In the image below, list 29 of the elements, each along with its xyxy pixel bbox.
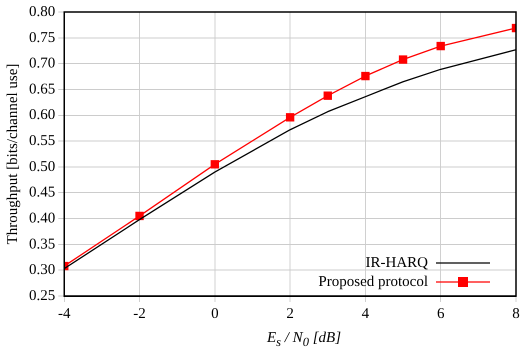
y-tick-label: 0.65 [29, 81, 56, 98]
y-tick-label: 0.40 [29, 210, 56, 226]
y-tick-label: 0.25 [29, 288, 56, 304]
y-tick-label: 0.50 [29, 158, 56, 175]
y-axis-title: Throughput [bits/channel use] [4, 64, 21, 244]
point [398, 55, 408, 64]
legend-label: Proposed protocol [318, 274, 428, 290]
x-tick-label: 4 [362, 306, 370, 322]
x-axis-title: E$_{s}$ / N$_{0}$ [dB] [266, 330, 342, 350]
y-tick-label: 0.30 [29, 262, 56, 278]
y-tick-label: 0.70 [29, 56, 56, 72]
x-tick-label: -2 [133, 306, 146, 322]
legend-label: IR-HARQ [366, 254, 428, 271]
point [436, 42, 445, 50]
x-tick-label: 2 [286, 306, 294, 322]
point [210, 160, 220, 169]
y-tick-label: 0.80 [29, 4, 56, 20]
y-tick-label: 0.35 [29, 236, 56, 252]
y-tick-label: 0.60 [29, 107, 56, 124]
x-tick-label: 8 [512, 306, 520, 322]
y-tick-label: 0.55 [29, 133, 56, 150]
x-tick-label: -4 [58, 306, 71, 322]
y-tick-label: 0.45 [29, 184, 56, 201]
x-tick-label: 6 [436, 306, 445, 322]
point [324, 91, 332, 100]
point [361, 72, 370, 80]
point [286, 113, 294, 122]
x-tick-label: 0 [211, 306, 219, 322]
y-tick-label: 0.75 [29, 30, 56, 46]
